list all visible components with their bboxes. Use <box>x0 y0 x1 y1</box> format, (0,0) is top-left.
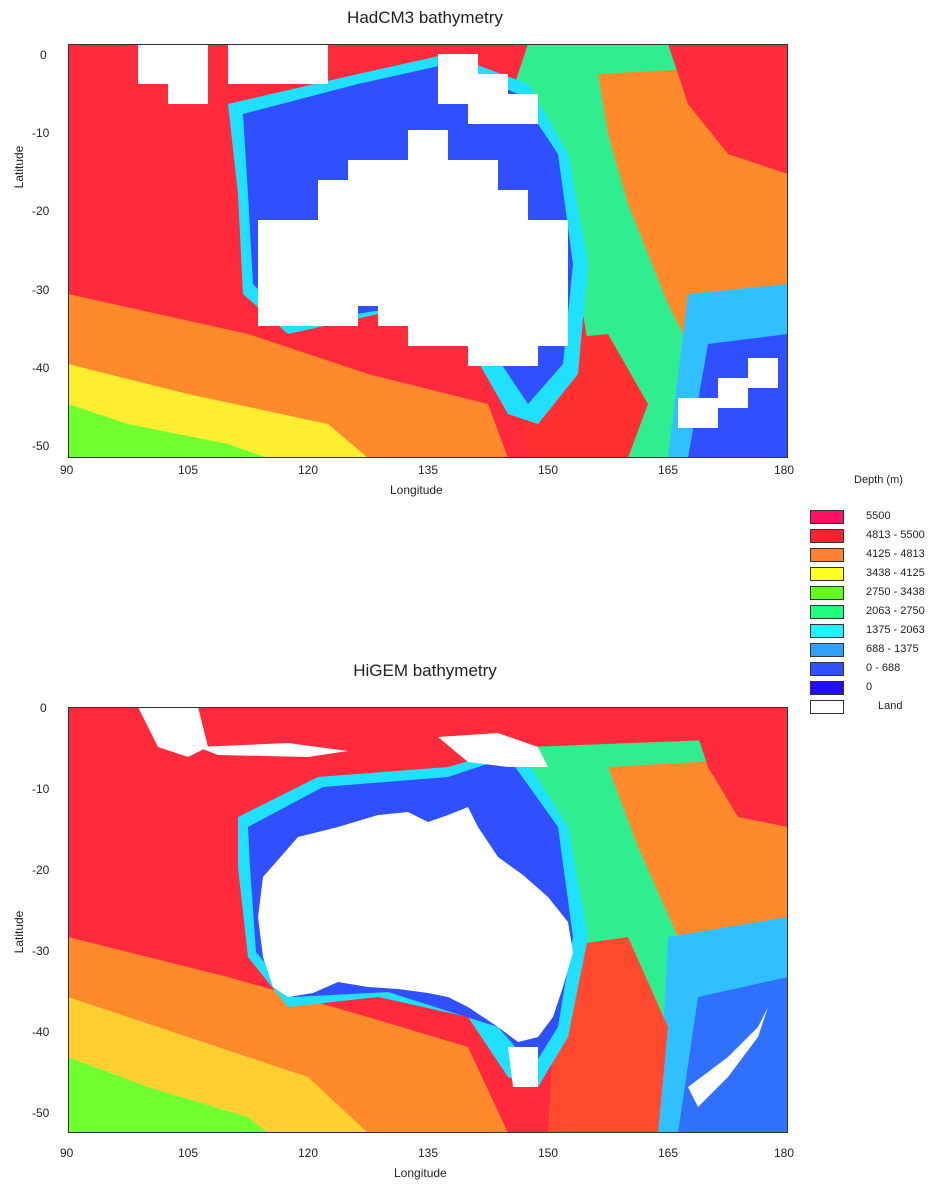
hadcm3-ytick-m20: -20 <box>32 204 50 218</box>
legend-label: Land <box>878 700 903 712</box>
legend-item: 4813 - 5500 <box>810 529 940 548</box>
hadcm3-xtick-120: 120 <box>298 463 319 477</box>
hadcm3-nz-land <box>678 358 778 428</box>
higem-east-red <box>688 707 788 827</box>
higem-newguinea-land <box>438 733 548 767</box>
legend-item: 1375 - 2063 <box>810 624 940 643</box>
hadcm3-east-red <box>668 44 788 174</box>
higem-ylabel: Latitude <box>12 910 26 954</box>
hadcm3-xtick-90: 90 <box>60 463 74 477</box>
higem-xtick-180: 180 <box>774 1146 795 1160</box>
legend-item: 4125 - 4813 <box>810 548 940 567</box>
hadcm3-xlabel: Longitude <box>390 483 443 497</box>
legend-swatch <box>810 643 844 657</box>
higem-map <box>68 707 788 1133</box>
legend-swatch <box>810 624 844 638</box>
higem-ytick-m30: -30 <box>32 944 50 958</box>
legend-swatch <box>810 700 844 714</box>
hadcm3-australia-land <box>258 130 568 366</box>
higem-australia-land <box>258 807 573 1042</box>
higem-ytick-m50: -50 <box>32 1106 50 1120</box>
legend-label: 4813 - 5500 <box>866 529 925 541</box>
higem-xlabel: Longitude <box>394 1166 447 1180</box>
hadcm3-xtick-165: 165 <box>658 463 679 477</box>
hadcm3-title: HadCM3 bathymetry <box>347 8 503 27</box>
hadcm3-ytick-0: 0 <box>40 48 47 62</box>
hadcm3-ytick-m50: -50 <box>32 439 50 453</box>
legend-swatch <box>810 510 844 524</box>
higem-nz-land <box>688 1007 768 1107</box>
legend-swatch <box>810 548 844 562</box>
higem-ytick-m10: -10 <box>32 782 50 796</box>
hadcm3-java-land <box>228 44 328 84</box>
legend-swatch <box>810 529 844 543</box>
legend-item: 0 - 688 <box>810 662 940 681</box>
legend-item: 0 <box>810 681 940 700</box>
legend-swatch <box>810 605 844 619</box>
higem-title: HiGEM bathymetry <box>353 661 497 680</box>
higem-heatmap <box>68 707 788 1133</box>
higem-xtick-90: 90 <box>60 1146 74 1160</box>
hadcm3-xtick-180: 180 <box>774 463 795 477</box>
legend-item: 688 - 1375 <box>810 643 940 662</box>
hadcm3-ytick-m40: -40 <box>32 361 50 375</box>
hadcm3-ytick-m10: -10 <box>32 126 50 140</box>
hadcm3-ytick-m30: -30 <box>32 283 50 297</box>
hadcm3-xtick-105: 105 <box>178 463 199 477</box>
legend-swatch <box>810 567 844 581</box>
legend-label: 5500 <box>866 510 891 522</box>
higem-ytick-m40: -40 <box>32 1025 50 1039</box>
hadcm3-xtick-150: 150 <box>538 463 559 477</box>
legend-label: 0 <box>866 681 873 693</box>
higem-ytick-0: 0 <box>40 701 47 715</box>
hadcm3-heatmap <box>68 44 788 458</box>
hadcm3-xtick-135: 135 <box>418 463 439 477</box>
higem-java-land <box>198 743 348 757</box>
legend-label: 4125 - 4813 <box>866 548 925 560</box>
legend-label: 1375 - 2063 <box>866 624 925 636</box>
hadcm3-ylabel: Latitude <box>12 145 26 189</box>
legend-item: 5500 <box>810 510 940 529</box>
higem-xtick-120: 120 <box>298 1146 319 1160</box>
legend-item: Land <box>810 700 940 719</box>
legend-item: 2750 - 3438 <box>810 586 940 605</box>
higem-xtick-165: 165 <box>658 1146 679 1160</box>
legend-label: 2063 - 2750 <box>866 605 925 617</box>
higem-tasmania-land <box>508 1047 538 1087</box>
higem-xtick-150: 150 <box>538 1146 559 1160</box>
hadcm3-sumatra-land <box>138 44 208 104</box>
hadcm3-green-belt <box>68 404 268 458</box>
higem-ytick-m20: -20 <box>32 863 50 877</box>
legend-swatch <box>810 681 844 695</box>
legend-label: 2750 - 3438 <box>866 586 925 598</box>
hadcm3-newguinea-land <box>438 54 538 124</box>
higem-xtick-135: 135 <box>418 1146 439 1160</box>
legend-title: Depth (m) <box>854 474 903 486</box>
higem-green-belt <box>68 1057 268 1133</box>
legend-label: 688 - 1375 <box>866 643 919 655</box>
hadcm3-map <box>68 44 788 458</box>
legend-label: 0 - 688 <box>866 662 901 674</box>
higem-sumatra-land <box>138 707 208 757</box>
higem-xtick-105: 105 <box>178 1146 199 1160</box>
legend-swatch <box>810 586 844 600</box>
legend-item: 3438 - 4125 <box>810 567 940 586</box>
legend-label: 3438 - 4125 <box>866 567 925 579</box>
legend-swatch <box>810 662 844 676</box>
legend-item: 2063 - 2750 <box>810 605 940 624</box>
